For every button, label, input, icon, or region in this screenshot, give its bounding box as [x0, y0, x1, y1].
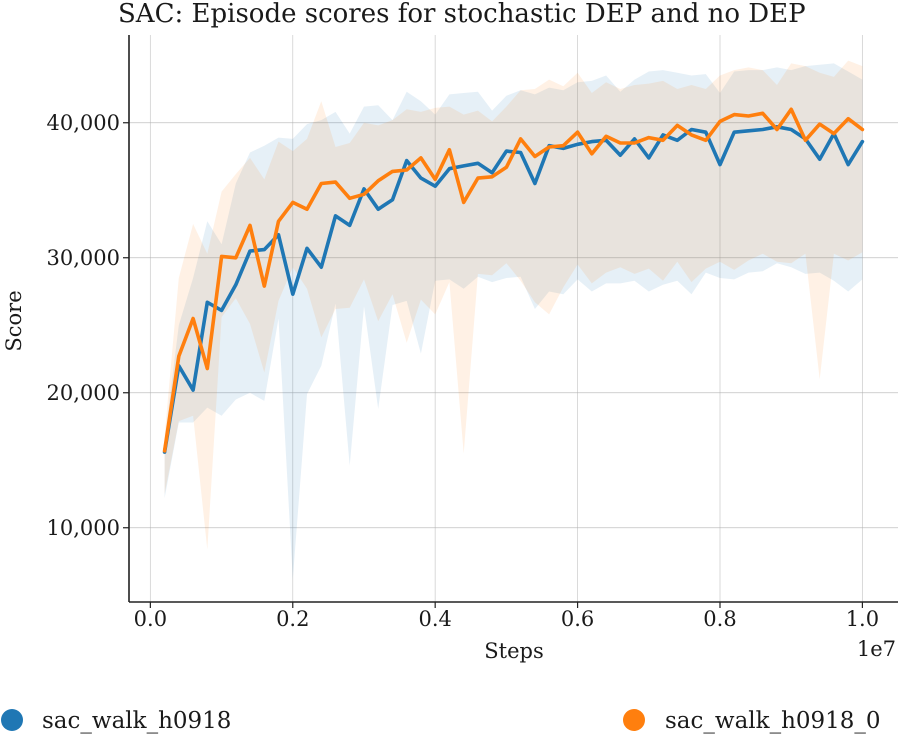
x-tick-label-1: 0.2 — [276, 607, 309, 631]
x-tick-label-4: 0.8 — [703, 607, 736, 631]
x-tick-label-0: 0.0 — [134, 607, 167, 631]
y-axis-title: Score — [2, 290, 26, 351]
y-tick-label-1: 20,000 — [47, 381, 120, 405]
legend-label-0: sac_walk_h0918 — [42, 708, 231, 734]
legend: sac_walk_h0918 sac_walk_h0918_0 — [1, 708, 881, 734]
y-tick-label-3: 40,000 — [47, 111, 120, 135]
x-tick-label-5: 1.0 — [846, 607, 879, 631]
y-tick-label-0: 10,000 — [47, 516, 120, 540]
x-tick-label-2: 0.4 — [418, 607, 451, 631]
legend-marker-0 — [1, 709, 23, 731]
band-layer — [165, 61, 863, 579]
x-tick-label-3: 0.6 — [561, 607, 594, 631]
legend-label-1: sac_walk_h0918_0 — [665, 708, 881, 734]
chart-title: SAC: Episode scores for stochastic DEP a… — [118, 0, 806, 29]
x-axis-title: Steps — [484, 639, 543, 663]
legend-marker-1 — [623, 709, 645, 731]
series-1-band — [165, 61, 863, 550]
y-tick-label-2: 30,000 — [47, 246, 120, 270]
x-multiplier-label: 1e7 — [857, 637, 896, 661]
